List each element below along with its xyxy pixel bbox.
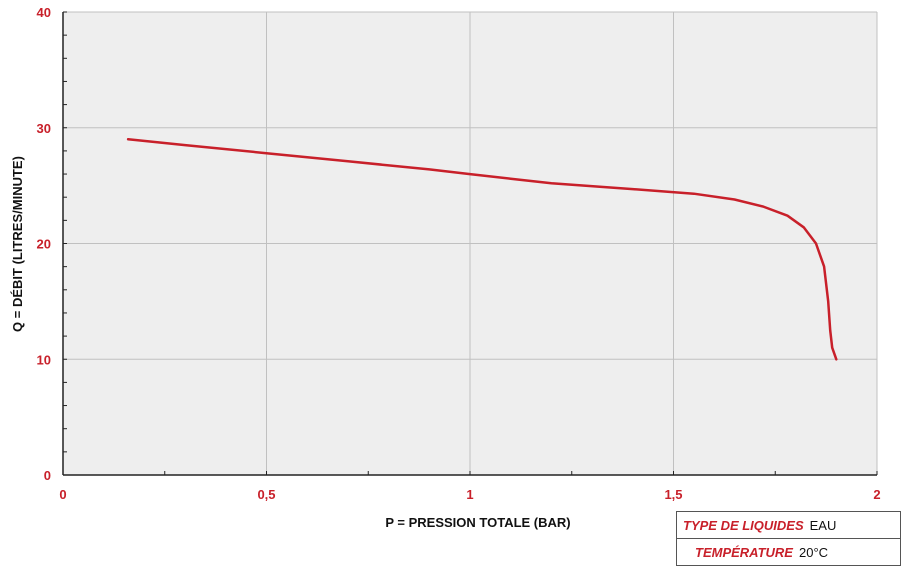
info-cell: TYPE DE LIQUIDES EAU — [676, 511, 901, 539]
y-tick-label: 30 — [37, 121, 51, 136]
flow-curve-line — [126, 138, 838, 361]
x-tick-label: 1,5 — [664, 487, 682, 502]
info-cell: TEMPÉRATURE 20°C — [676, 538, 901, 566]
x-tick-label: 0,5 — [257, 487, 275, 502]
info-table: TYPE DE LIQUIDES EAU TEMPÉRATURE 20°C — [676, 511, 901, 566]
x-tick-label: 0 — [59, 487, 66, 502]
y-tick-label: 40 — [37, 5, 51, 20]
y-tick-label: 10 — [37, 352, 51, 367]
info-value: EAU — [809, 517, 837, 533]
grid-lines — [63, 11, 878, 475]
x-tick-label: 1 — [466, 487, 473, 502]
y-axis-title: Q = DÉBIT (LITRES/MINUTE) — [10, 156, 25, 332]
info-label: TEMPÉRATURE — [695, 544, 793, 560]
info-row-temperature: TEMPÉRATURE 20°C — [676, 538, 901, 566]
x-tick-labels: 0 0,5 1 1,5 2 — [59, 487, 880, 502]
x-axis-title: P = PRESSION TOTALE (BAR) — [385, 515, 570, 530]
info-label: TYPE DE LIQUIDES — [683, 517, 804, 533]
y-tick-label: 20 — [37, 237, 51, 252]
x-tick-label: 2 — [873, 487, 880, 502]
y-tick-label: 0 — [44, 468, 51, 483]
info-row-liquid-type: TYPE DE LIQUIDES EAU — [676, 511, 901, 539]
info-value: 20°C — [798, 544, 829, 560]
y-tick-labels: 0 10 20 30 40 — [37, 5, 51, 483]
